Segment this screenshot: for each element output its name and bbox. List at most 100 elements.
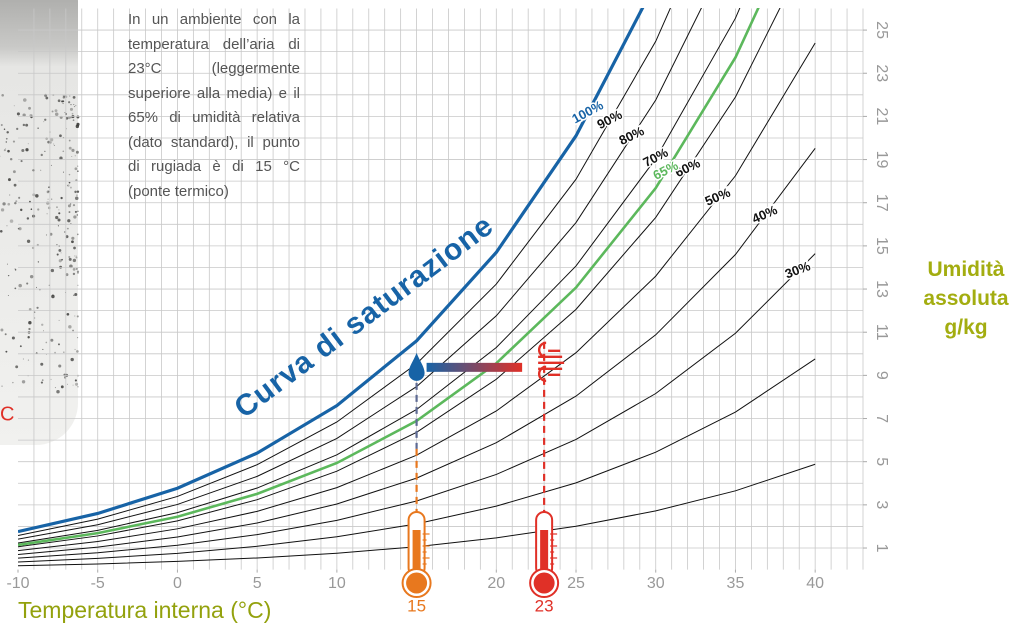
mold-speck: [29, 274, 34, 279]
mold-speck: [58, 343, 60, 346]
mold-speck: [32, 169, 35, 172]
mold-speck: [76, 190, 80, 193]
mold-speck: [14, 287, 17, 290]
y-tick-label: 5: [873, 457, 890, 466]
mold-speck: [21, 148, 25, 153]
mold-speck: [68, 257, 72, 261]
mold-speck: [69, 203, 72, 205]
mold-speck: [7, 295, 9, 297]
mold-speck: [7, 202, 11, 206]
x-tick-label: 40: [806, 575, 824, 592]
mold-speck: [49, 137, 54, 142]
mold-speck: [36, 286, 38, 288]
thermometer-bulb: [533, 572, 555, 594]
mold-speck: [5, 350, 8, 353]
y-tick-label: 17: [873, 194, 890, 212]
mold-speck: [44, 93, 48, 97]
mold-speck: [72, 272, 76, 276]
mold-speck: [35, 194, 39, 198]
photo: [0, 0, 80, 445]
mold-speck: [61, 258, 63, 261]
mold-speck: [54, 112, 59, 116]
mold-speck: [62, 100, 65, 103]
mold-speck: [27, 359, 30, 361]
mold-speck: [54, 109, 58, 113]
mold-speck: [37, 127, 39, 129]
mold-speck: [58, 319, 60, 321]
mold-speck: [76, 233, 79, 236]
mold-speck: [62, 102, 64, 105]
mold-speck: [28, 321, 32, 325]
mold-speck: [57, 218, 61, 222]
thermometer-fill: [412, 530, 421, 575]
mold-speck: [60, 252, 62, 254]
mold-speck: [1, 385, 3, 387]
mold-speck: [59, 134, 62, 138]
mold-speck: [54, 387, 56, 389]
mold-speck: [68, 146, 72, 150]
mold-speck: [2, 202, 6, 206]
mold-speck: [68, 101, 71, 104]
mold-speck: [66, 383, 69, 385]
mold-speck: [7, 274, 10, 277]
rh-label: 30%: [783, 258, 813, 281]
mold-speck: [60, 385, 64, 389]
mold-speck: [74, 379, 77, 382]
y-tick-label: 9: [873, 371, 890, 380]
mold-speck: [47, 198, 49, 200]
mold-speck: [16, 112, 20, 116]
mold-speck: [56, 389, 60, 394]
mold-speck: [46, 213, 48, 215]
mold-speck: [73, 294, 75, 296]
x-tick-label: -5: [91, 575, 105, 592]
y-tick-label: 21: [873, 108, 890, 126]
mold-speck: [56, 244, 58, 246]
mold-speck: [34, 317, 36, 319]
mold-speck: [75, 255, 77, 257]
x-tick-label: 5: [253, 575, 262, 592]
y-tick-label: 25: [873, 21, 890, 39]
mold-speck: [72, 268, 76, 271]
mold-speck: [62, 171, 64, 173]
mold-speck: [66, 227, 69, 230]
photo-label: C: [0, 403, 14, 425]
mold-speck: [76, 315, 79, 318]
mold-speck: [50, 338, 54, 342]
mold-speck: [45, 234, 48, 236]
mold-speck: [57, 99, 61, 103]
marker-label: 15: [407, 596, 426, 615]
mold-speck: [66, 312, 70, 316]
mold-speck: [70, 357, 74, 362]
y-tick-label: 13: [873, 280, 890, 298]
mold-speck: [27, 143, 29, 145]
mold-speck: [20, 208, 23, 212]
mold-speck: [50, 164, 52, 166]
mold-speck: [72, 204, 76, 207]
x-tick-label: 10: [328, 575, 346, 592]
mold-speck: [55, 215, 59, 220]
mold-speck: [74, 382, 79, 386]
mold-speck: [71, 112, 74, 115]
mold-speck: [18, 196, 21, 199]
mold-speck: [22, 98, 27, 102]
dew-drop: [408, 352, 425, 381]
mold-speck: [27, 336, 30, 339]
mold-speck: [69, 116, 72, 119]
mold-speck: [68, 211, 71, 214]
mold-speck: [19, 345, 22, 348]
mold-speck: [58, 259, 62, 263]
mold-speck: [14, 269, 17, 271]
mold-speck: [72, 96, 76, 99]
x-tick-label: 0: [173, 575, 182, 592]
mold-speck: [67, 116, 71, 120]
mold-speck: [21, 380, 26, 384]
mold-speck: [77, 210, 79, 212]
mold-speck: [56, 253, 59, 256]
curve-title: Curva di saturazione: [228, 209, 499, 425]
mold-speck: [12, 381, 14, 384]
mold-speck: [77, 165, 79, 167]
mold-speck: [4, 333, 7, 336]
mold-speck: [77, 337, 79, 339]
mold-speck: [0, 124, 3, 127]
